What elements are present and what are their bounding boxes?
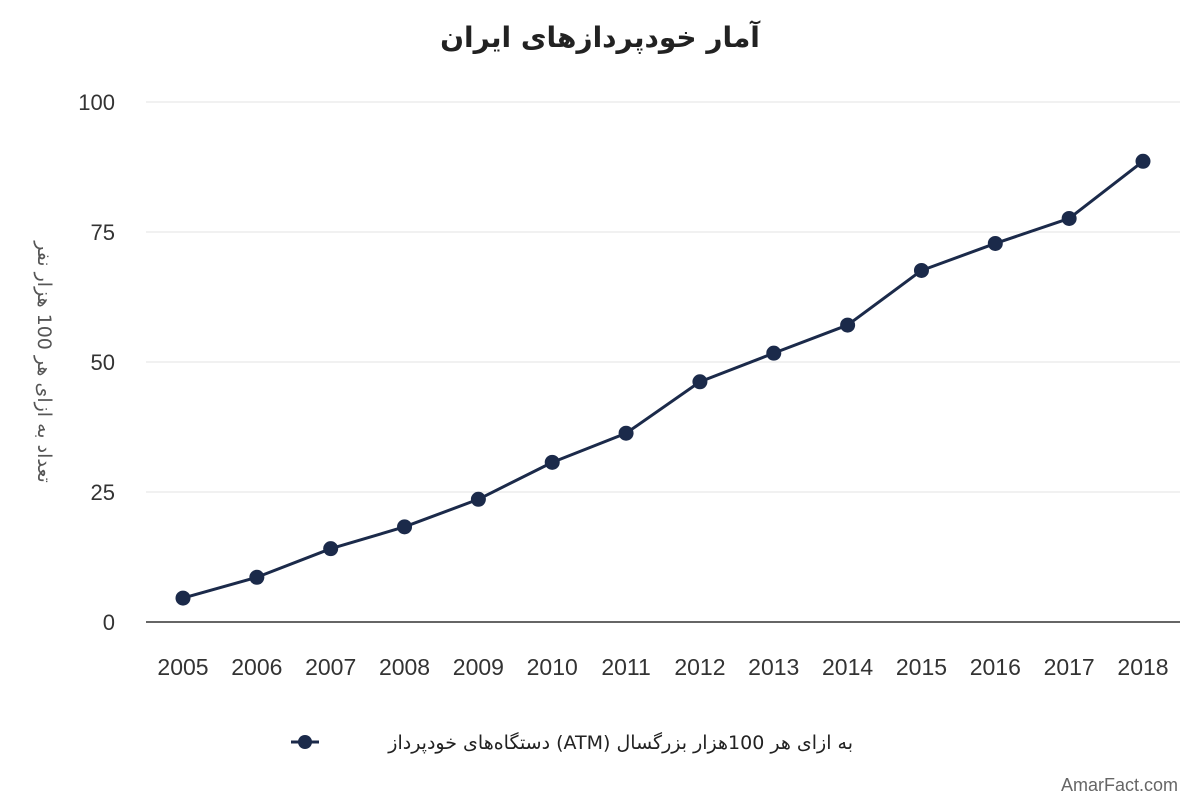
data-point[interactable] [249, 569, 265, 585]
legend-label: به ازای هر 100هزار بزرگسال (ATM) دستگاه‌… [387, 731, 853, 754]
data-point[interactable] [913, 262, 929, 278]
x-tick-label: 2012 [674, 654, 725, 680]
x-tick-label: 2016 [970, 654, 1021, 680]
data-point[interactable] [840, 317, 856, 333]
x-tick-label: 2017 [1044, 654, 1095, 680]
x-tick-label: 2015 [896, 654, 947, 680]
x-tick-label: 2005 [157, 654, 208, 680]
data-point[interactable] [692, 374, 708, 390]
y-axis-ticks: 0 25 50 75 100 [78, 90, 115, 635]
x-tick-label: 2014 [822, 654, 873, 680]
x-tick-label: 2011 [601, 654, 650, 680]
data-point[interactable] [323, 541, 339, 557]
x-axis-ticks: 2005 2006 2007 2008 2009 2010 2011 2012 2013 2014… [157, 654, 1168, 680]
x-tick-label: 2013 [748, 654, 799, 680]
data-point[interactable] [1061, 210, 1077, 226]
y-axis-label: تعداد به ازای هر 100 هزار نفر [33, 240, 55, 483]
data-point[interactable] [175, 590, 191, 606]
data-point[interactable] [1135, 153, 1151, 169]
data-point[interactable] [618, 425, 634, 441]
series [175, 153, 1151, 606]
x-tick-label: 2007 [305, 654, 356, 680]
legend[interactable]: به ازای هر 100هزار بزرگسال (ATM) دستگاه‌… [291, 731, 853, 754]
y-tick-label: 25 [91, 480, 115, 505]
y-tick-label: 50 [91, 350, 115, 375]
watermark: AmarFact.com [1061, 775, 1178, 795]
y-tick-label: 0 [103, 610, 115, 635]
x-tick-label: 2009 [453, 654, 504, 680]
data-point[interactable] [987, 235, 1003, 251]
x-tick-label: 2010 [527, 654, 578, 680]
data-point[interactable] [544, 454, 560, 470]
y-tick-label: 75 [91, 220, 115, 245]
series-line [182, 160, 1144, 600]
chart-title: آمار خودپردازهای ایران [440, 20, 761, 54]
legend-marker-dot [298, 735, 312, 749]
data-point[interactable] [397, 519, 413, 535]
y-tick-label: 100 [78, 90, 115, 115]
x-tick-label: 2008 [379, 654, 430, 680]
data-point[interactable] [766, 345, 782, 361]
x-tick-label: 2006 [231, 654, 282, 680]
grid [146, 101, 1180, 493]
x-tick-label: 2018 [1117, 654, 1168, 680]
data-point[interactable] [470, 491, 486, 507]
